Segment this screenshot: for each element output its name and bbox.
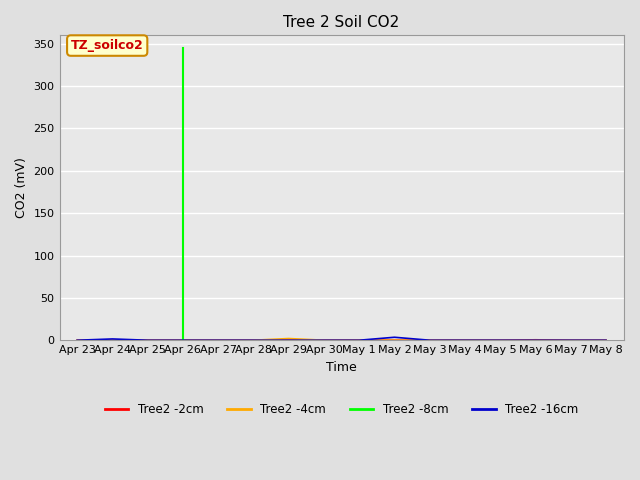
Y-axis label: CO2 (mV): CO2 (mV): [15, 157, 28, 218]
Title: Tree 2 Soil CO2: Tree 2 Soil CO2: [284, 15, 400, 30]
Legend: Tree2 -2cm, Tree2 -4cm, Tree2 -8cm, Tree2 -16cm: Tree2 -2cm, Tree2 -4cm, Tree2 -8cm, Tree…: [100, 398, 583, 420]
Text: TZ_soilco2: TZ_soilco2: [71, 39, 143, 52]
X-axis label: Time: Time: [326, 360, 357, 373]
